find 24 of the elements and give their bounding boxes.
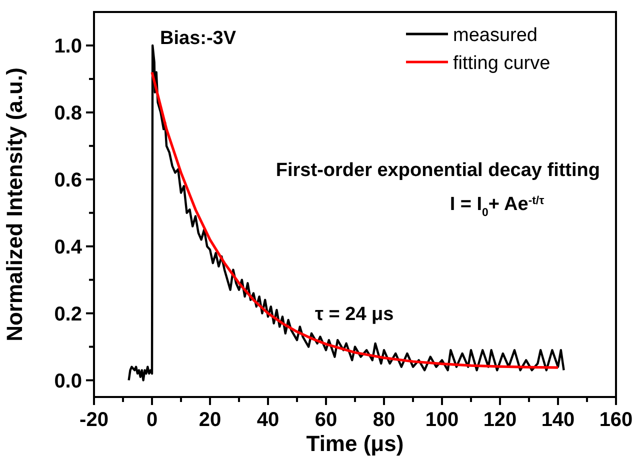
- x-tick-label: 20: [198, 409, 222, 431]
- legend-label: measured: [453, 25, 538, 46]
- x-tick-label: -20: [80, 409, 108, 431]
- y-tick-label: 0.6: [54, 169, 82, 192]
- y-tick-label: 1.0: [54, 35, 82, 58]
- y-tick-label: 0.0: [54, 370, 82, 392]
- x-axis-title: Time (μs): [306, 431, 404, 456]
- x-tick-label: 160: [599, 409, 633, 431]
- annotation: I = I$_{0}$+ Ae$^{-t/τ}$: [450, 194, 544, 219]
- x-tick-label: 80: [372, 409, 396, 431]
- x-tick-label: 40: [256, 409, 280, 431]
- y-tick-label: 0.8: [54, 102, 82, 124]
- x-tick-label: 60: [314, 409, 338, 431]
- annotation: Bias:-3V: [160, 28, 236, 49]
- annotation: First-order exponential decay fitting: [276, 160, 600, 181]
- y-tick-label: 0.2: [54, 303, 82, 326]
- x-tick-label: 0: [146, 409, 158, 431]
- y-tick-label: 0.4: [54, 236, 83, 258]
- x-tick-label: 120: [483, 409, 517, 431]
- x-tick-label: 140: [541, 409, 575, 431]
- legend-label: fitting curve: [453, 53, 550, 74]
- y-axis-title: Normalized Intensity (a.u.): [2, 68, 27, 342]
- x-tick-label: 100: [425, 409, 459, 431]
- annotation: τ = 24 μs: [315, 304, 394, 325]
